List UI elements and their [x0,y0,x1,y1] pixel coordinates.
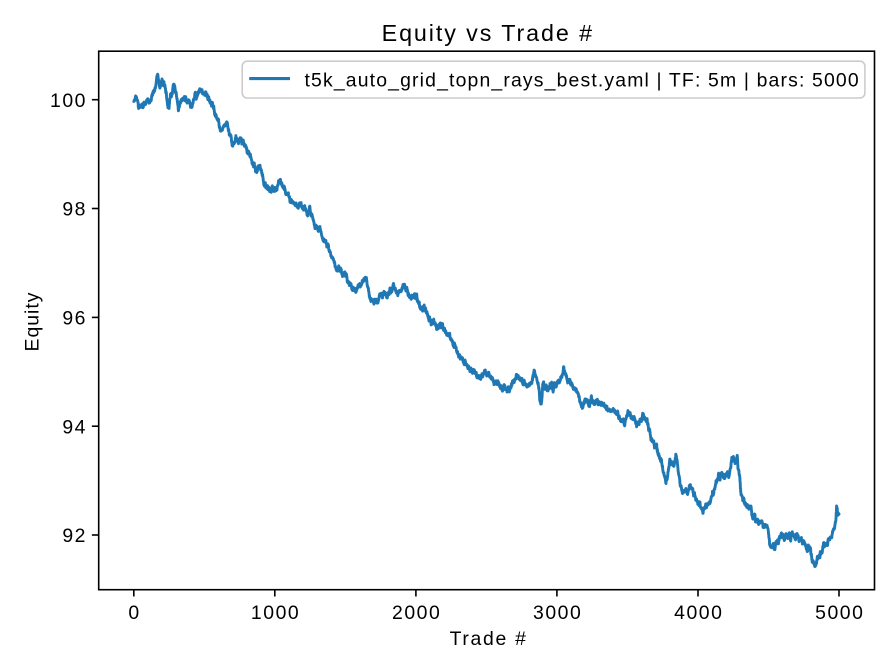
svg-text:3000: 3000 [533,602,582,624]
svg-text:Equity vs Trade #: Equity vs Trade # [382,20,594,46]
svg-text:94: 94 [62,416,87,438]
svg-text:98: 98 [62,199,87,221]
svg-text:Trade #: Trade # [450,628,528,650]
svg-text:92: 92 [62,525,87,547]
svg-text:96: 96 [62,308,87,330]
svg-text:Equity: Equity [22,292,44,352]
svg-text:100: 100 [50,90,87,112]
svg-text:5000: 5000 [815,602,864,624]
svg-text:2000: 2000 [392,602,441,624]
svg-text:1000: 1000 [251,602,300,624]
svg-text:0: 0 [128,602,140,624]
svg-text:4000: 4000 [674,602,723,624]
svg-text:t5k_auto_grid_topn_rays_best.y: t5k_auto_grid_topn_rays_best.yaml | TF: … [305,70,860,92]
